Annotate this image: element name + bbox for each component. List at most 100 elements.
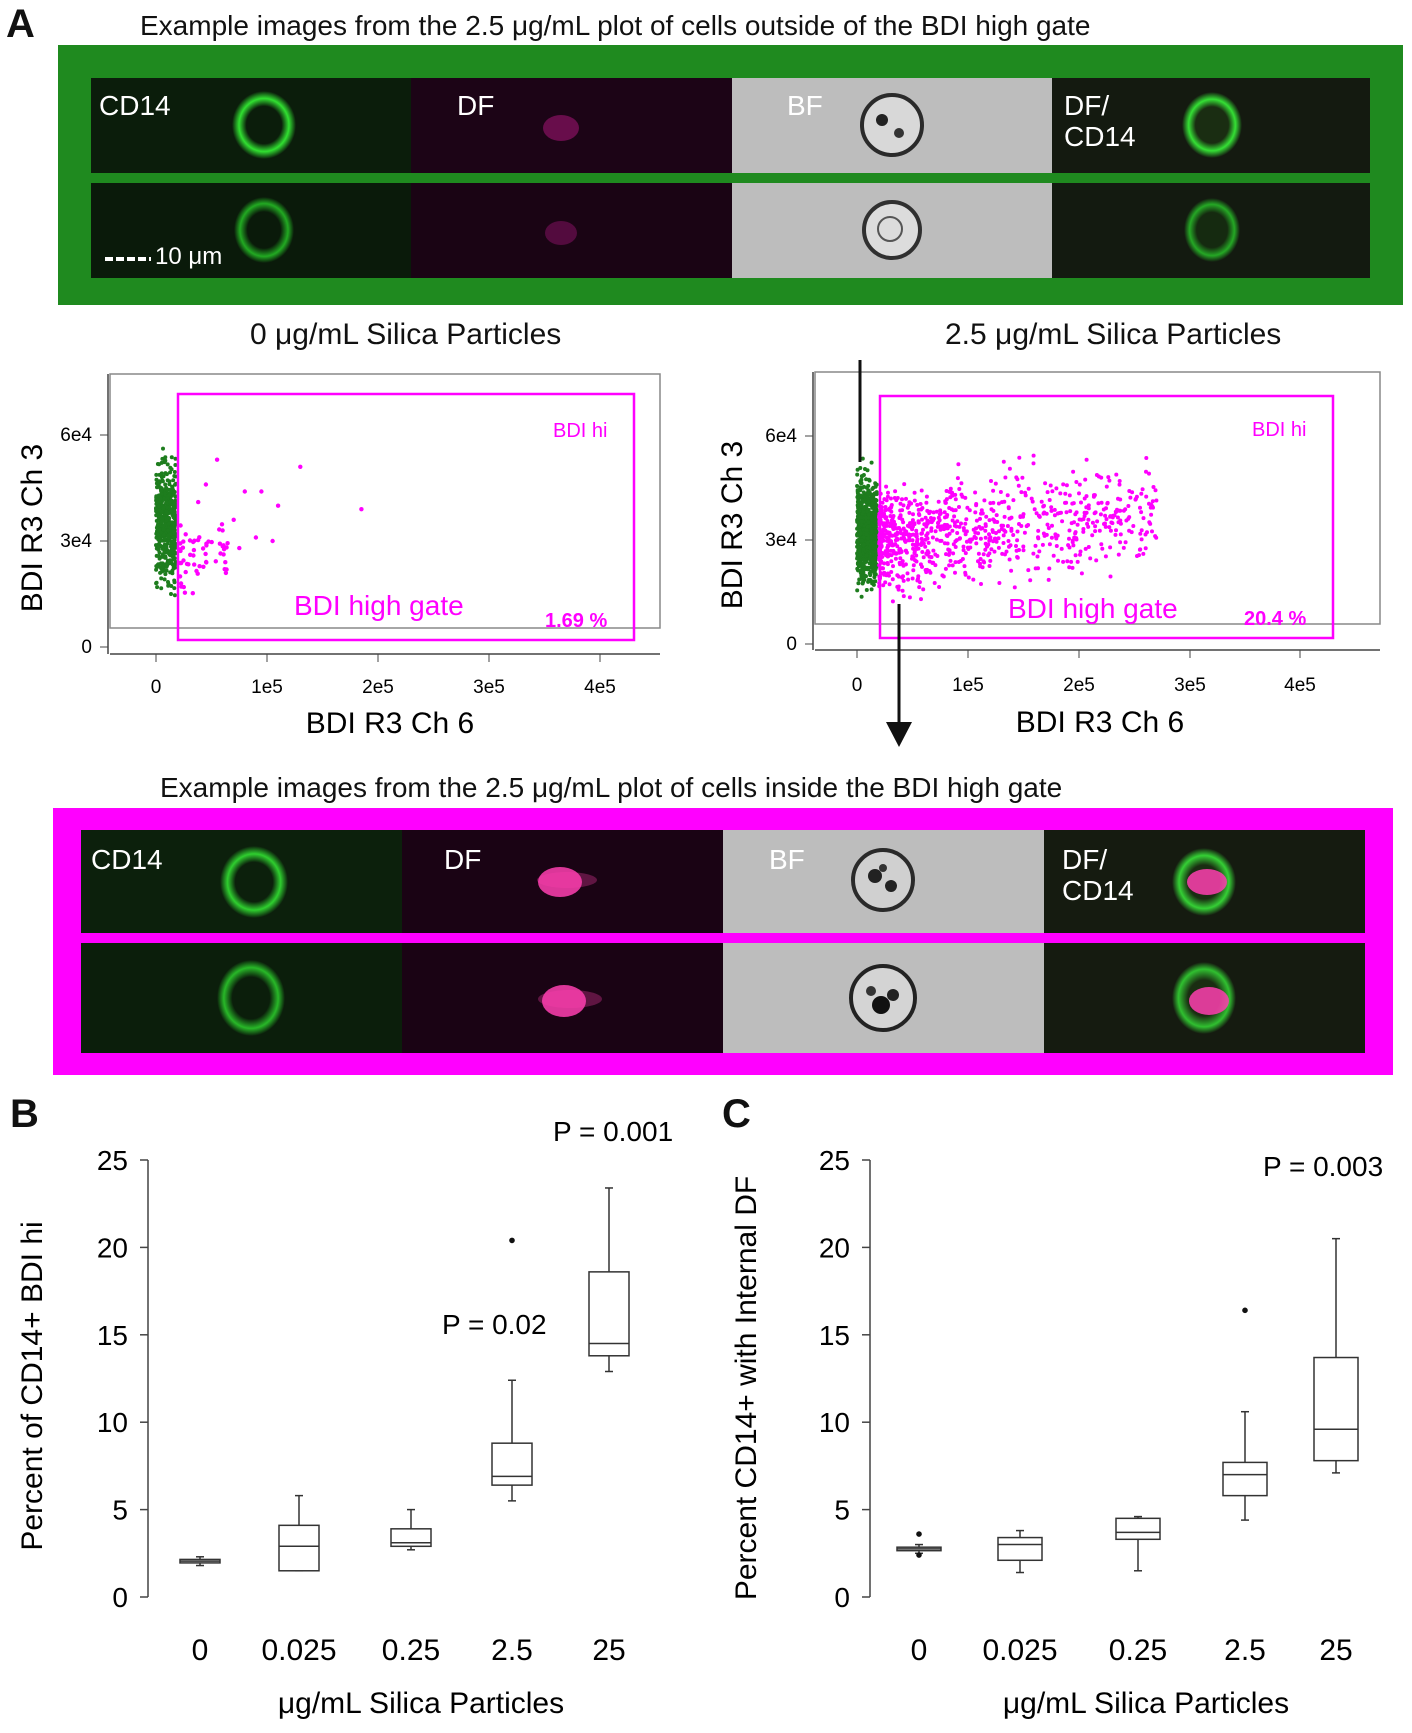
data-point: [195, 571, 200, 576]
data-point: [914, 528, 919, 533]
data-point: [167, 492, 172, 497]
data-point: [161, 446, 165, 451]
data-point: [1036, 566, 1040, 571]
data-point: [1037, 549, 1042, 554]
data-point: [987, 551, 992, 556]
data-point: [173, 482, 177, 487]
data-point: [1077, 517, 1082, 522]
y-tick-label: 0: [786, 634, 797, 655]
data-point: [1056, 558, 1060, 563]
data-point: [988, 535, 993, 540]
data-point: [903, 531, 908, 535]
bottom-row2-cd14-tile: [81, 943, 402, 1053]
data-point: [1100, 546, 1105, 551]
x-tick-label: 2e5: [1063, 675, 1095, 696]
data-point: [963, 551, 968, 556]
box-2.5: [491, 1237, 533, 1502]
data-point: [1079, 571, 1084, 576]
data-point: [223, 570, 229, 576]
data-point: [871, 582, 876, 587]
data-point: [992, 549, 997, 554]
data-point: [156, 544, 161, 549]
data-point: [988, 501, 993, 506]
data-point: [161, 532, 166, 537]
data-point: [1094, 558, 1099, 563]
data-point: [203, 482, 209, 487]
data-point: [1103, 513, 1108, 518]
data-point: [906, 577, 911, 582]
data-point: [901, 503, 906, 508]
data-point: [945, 541, 950, 546]
data-point: [991, 530, 995, 534]
data-point: [1015, 538, 1020, 543]
data-point: [861, 557, 866, 562]
data-point: [890, 533, 895, 538]
data-point: [860, 498, 865, 503]
data-point: [161, 544, 166, 549]
top-row2-bf-tile: [732, 183, 1052, 278]
data-point: [978, 557, 983, 561]
data-point: [862, 577, 867, 582]
bottom-row2-bf-tile: [723, 943, 1044, 1053]
data-point: [881, 513, 886, 518]
data-point: [1141, 516, 1146, 521]
outlier-point: [916, 1531, 922, 1537]
data-point: [1042, 503, 1046, 508]
data-point: [882, 572, 887, 577]
data-point: [1106, 475, 1111, 480]
box-25: [1313, 1237, 1359, 1474]
data-point: [1020, 475, 1025, 480]
data-point: [1049, 505, 1054, 510]
data-point: [931, 510, 936, 515]
data-point: [1121, 508, 1126, 513]
data-point: [156, 480, 161, 485]
data-point: [994, 513, 999, 518]
data-point: [1073, 553, 1078, 558]
data-point: [173, 551, 178, 556]
data-point: [943, 566, 948, 571]
box-iqr: [390, 1528, 432, 1548]
data-point: [978, 516, 982, 521]
data-point: [166, 538, 171, 543]
data-point: [1094, 473, 1099, 477]
box-plots: 0 5 10 15 20 25 0 0.025 0.25 2.5 25 μg/mL Silica …: [16, 1116, 1383, 1720]
data-point: [1144, 494, 1149, 499]
y-tick-label: 15: [819, 1320, 850, 1351]
data-point: [1108, 545, 1113, 550]
data-point: [967, 508, 972, 513]
data-point: [160, 456, 165, 461]
box-iqr: [1313, 1356, 1359, 1462]
data-point: [1064, 500, 1069, 505]
data-point: [1083, 477, 1088, 482]
data-point: [1004, 549, 1009, 554]
data-point: [1103, 521, 1107, 526]
data-point: [921, 527, 925, 532]
df-signal: [545, 221, 577, 245]
data-point: [913, 543, 918, 548]
data-point: [924, 533, 929, 538]
x-tick-label: 0: [151, 677, 162, 698]
data-point: [874, 529, 879, 534]
data-point: [159, 586, 164, 591]
data-point: [1108, 574, 1113, 579]
data-point: [1044, 532, 1049, 537]
p-value-annotation: P = 0.003: [1263, 1151, 1383, 1182]
data-point: [1107, 478, 1112, 483]
data-point: [1017, 455, 1022, 460]
data-point: [1137, 553, 1141, 558]
data-point: [237, 545, 242, 551]
data-point: [1055, 511, 1060, 516]
data-point: [979, 511, 983, 516]
data-point: [1129, 530, 1134, 535]
data-point: [924, 500, 929, 505]
data-point: [1130, 490, 1135, 495]
data-point: [943, 500, 948, 505]
data-point: [1007, 466, 1012, 471]
data-point: [899, 536, 904, 541]
data-point: [887, 524, 892, 528]
data-point: [1023, 493, 1028, 498]
data-point: [910, 538, 915, 543]
data-point: [1107, 525, 1112, 530]
data-point: [214, 457, 220, 462]
data-point: [869, 497, 874, 502]
